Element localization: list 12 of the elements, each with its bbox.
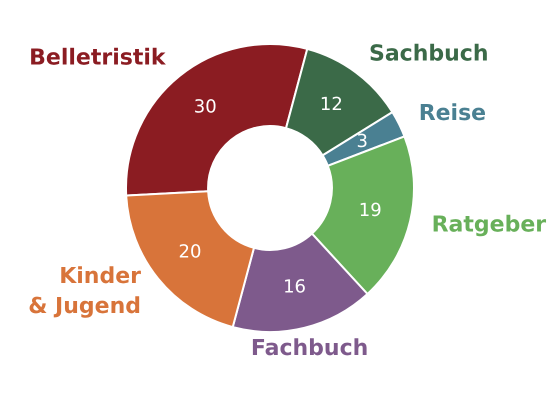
slice-label: Belletristik <box>29 46 167 71</box>
data-label: 12 <box>320 94 343 116</box>
data-label: 16 <box>283 276 306 298</box>
slice-label: Kinder & Jugend <box>28 264 142 320</box>
data-label: 20 <box>178 241 202 262</box>
slice-label: Sachbuch <box>368 41 488 66</box>
slice-label: Ratgeber <box>432 212 546 238</box>
data-label: 3 <box>356 130 368 152</box>
slice-label: Reise <box>418 100 486 126</box>
data-label: 19 <box>358 200 382 222</box>
data-label: 30 <box>194 96 217 118</box>
slice-label: Fachbuch <box>250 336 368 361</box>
